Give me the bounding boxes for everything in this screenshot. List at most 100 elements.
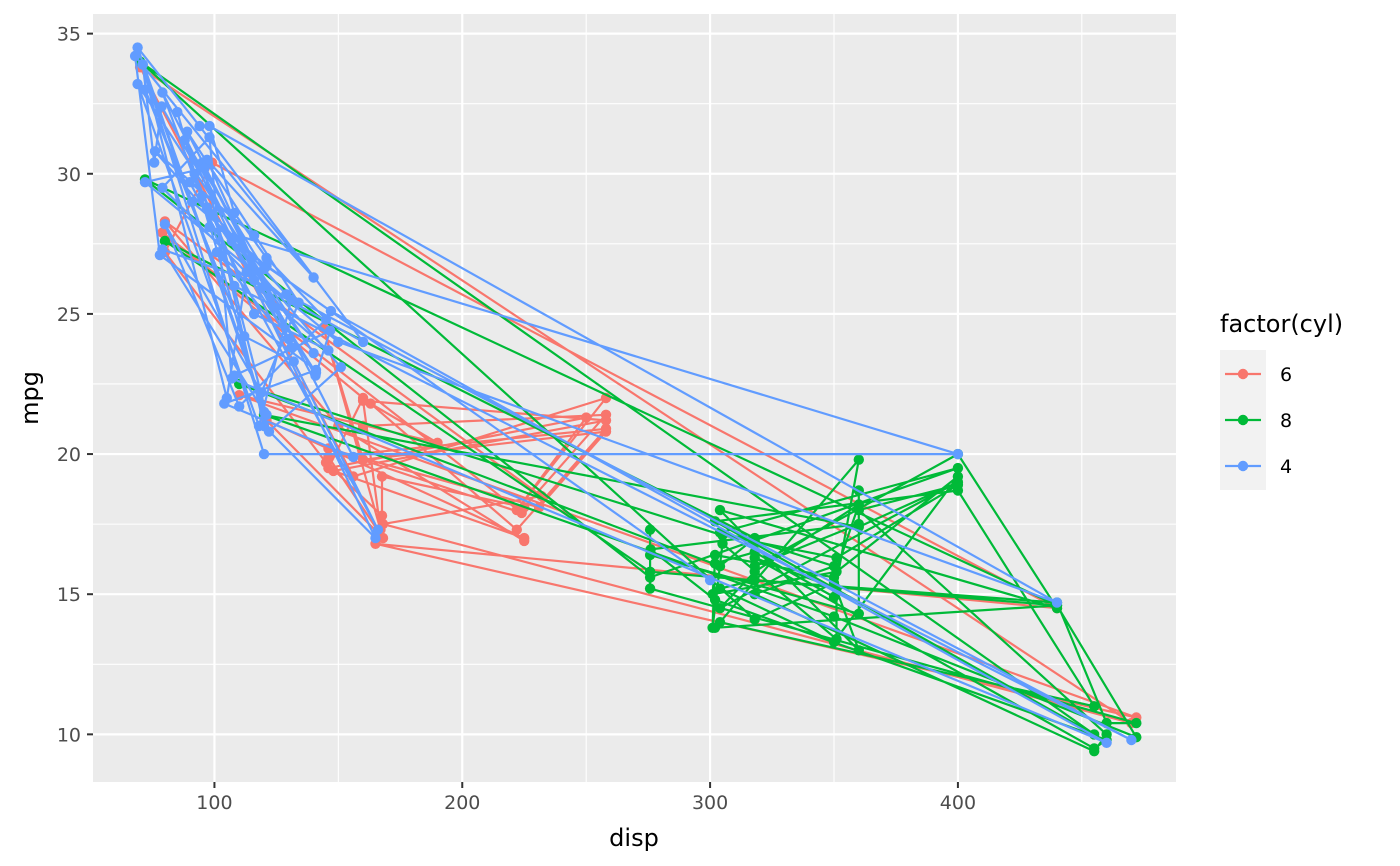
data-point [709,622,721,633]
data-point [853,454,864,465]
data-point [376,510,388,521]
legend-item-4: 4 [1225,456,1292,478]
x-tick-label: 300 [692,792,728,814]
data-point [714,504,726,516]
data-point [156,101,167,112]
minor-gridlines [93,14,1176,782]
data-point [1089,746,1100,757]
data-point [211,247,223,258]
data-point [709,594,721,605]
legend-label: 6 [1280,364,1292,386]
data-point [749,575,760,586]
legend-key-point [1237,414,1249,426]
data-point [204,132,215,143]
legend-items: 6 8 4 [1225,364,1292,478]
data-point [348,451,359,463]
data-point [828,572,840,583]
data-point [853,645,864,656]
data-point [704,575,716,586]
data-point [308,272,319,283]
data-point [325,325,336,336]
data-point [286,342,297,353]
data-point [831,552,842,563]
data-point [831,633,842,645]
data-point [372,524,384,535]
data-point [253,420,265,432]
data-point [1101,729,1112,740]
data-point [600,415,612,426]
data-point [717,538,728,549]
data-point [182,126,193,137]
data-point [194,120,205,132]
legend: factor(cyl) 6 8 4 [1220,310,1343,490]
data-point [159,235,171,247]
tick-labels: 100 200 300 400 10 15 20 25 30 35 [57,24,976,814]
data-point [259,280,270,292]
data-point [229,207,240,219]
x-tick-label: 100 [196,792,232,814]
data-point [952,448,964,460]
data-point [139,84,151,95]
data-point [256,387,267,398]
data-point [335,362,346,373]
data-point [749,614,760,625]
data-point [261,252,272,264]
data-point [581,412,592,423]
y-tick-label: 10 [57,724,81,746]
data-point [149,157,160,168]
legend-key-point [1237,368,1249,380]
y-tick-label: 25 [57,304,81,326]
data-point [288,356,299,367]
data-point [189,168,200,179]
data-point [234,401,245,412]
data-point [853,608,864,619]
data-point [139,177,151,188]
data-point [709,549,721,561]
series-4 [129,42,1137,748]
y-tick-label: 30 [57,164,81,186]
data-point [132,42,143,53]
data-point [325,305,337,317]
series-layer [129,42,1142,757]
data-point [258,448,270,460]
y-tick-label: 20 [57,444,81,466]
data-point [1051,597,1063,608]
series-line-6 [139,66,1138,725]
data-point [204,120,215,132]
data-point [644,572,656,583]
data-point [239,331,250,342]
data-point [511,504,522,516]
data-point [149,146,161,157]
data-point [714,603,726,614]
data-point [199,163,210,174]
data-point [186,196,198,207]
data-point [1089,701,1100,712]
data-point [357,392,369,404]
data-point [749,566,760,577]
data-point [172,106,183,118]
data-point [357,336,369,348]
data-point [283,333,294,345]
data-point [357,454,369,465]
data-point [196,191,208,202]
data-point [184,177,195,188]
data-point [248,308,260,320]
data-point [952,462,964,474]
data-point [157,87,168,98]
data-point [308,348,319,359]
data-point [258,263,270,275]
data-point [828,611,840,622]
x-tick-label: 400 [940,792,976,814]
data-point [714,583,726,594]
legend-key-point [1237,460,1249,472]
legend-label: 8 [1280,410,1292,432]
data-point [219,398,230,409]
data-point [377,532,389,544]
data-point [248,230,260,241]
data-point [1131,717,1142,729]
data-point [1126,734,1137,746]
data-point [511,524,522,535]
data-point [376,471,388,482]
data-point [154,249,166,261]
